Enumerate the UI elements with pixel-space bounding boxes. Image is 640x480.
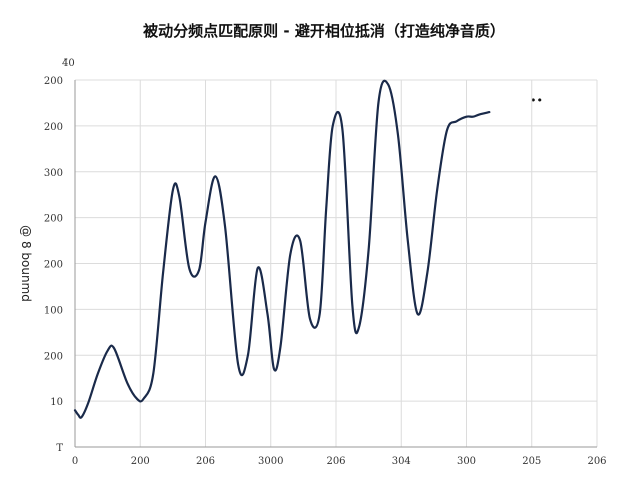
x-tick-label: 200 [131,456,150,467]
y-tick-label: 200 [44,351,63,362]
chart-title: 被动分频点匹配原则 - 避开相位抵消（打造纯净音质） [143,22,505,40]
x-axis-ticks: 0 200 206 3000 206 304 300 205 206 [72,456,607,467]
y-tick-label: T [56,443,63,454]
x-tick-label: 0 [72,456,78,467]
x-tick-label: 300 [457,456,476,467]
y-tick-label: 300 [44,168,63,179]
corner-label: 4̈0 [62,58,75,69]
y-tick-label: 100 [44,305,63,316]
x-tick-label: 206 [196,456,215,467]
x-tick-label: 206 [326,456,345,467]
y-tick-label: 200 [44,214,63,225]
x-tick-label: 3000 [258,456,283,467]
y-tick-label: 10 [50,397,63,408]
y-axis-ticks: T 10 200 100 200 200 300 200 200 [44,76,63,454]
series-layer [73,79,491,419]
y-tick-label: 200 [44,260,63,271]
y-tick-label: 200 [44,122,63,133]
legend-marker: •• [530,94,543,107]
x-tick-label: 304 [392,456,411,467]
y-axis-label: @ 8 bounmd [19,225,33,302]
y-tick-label: 200 [44,76,63,87]
x-tick-label: 206 [587,456,606,467]
series-line [73,79,491,419]
grid-lines [74,79,598,448]
x-tick-label: 205 [522,456,541,467]
axes [74,80,597,448]
